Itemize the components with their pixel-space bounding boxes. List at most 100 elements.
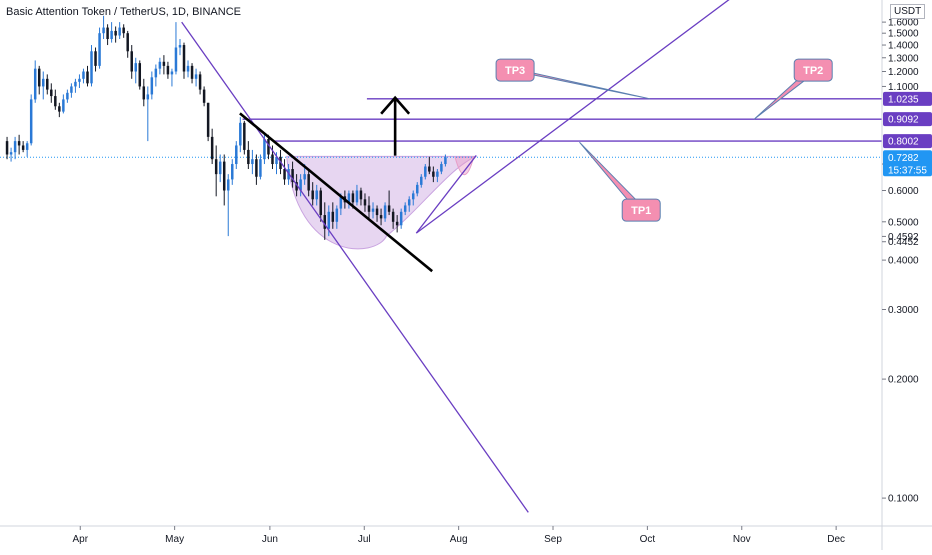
candle-body — [379, 215, 383, 219]
candle-body — [226, 179, 230, 191]
trend-lines-layer — [181, 0, 730, 513]
candle-body — [74, 81, 77, 87]
candle-body — [235, 145, 238, 165]
candle-body — [82, 71, 85, 79]
price-tag-label: 0.8002 — [888, 137, 919, 148]
candle-body — [90, 51, 93, 84]
candle-body — [363, 199, 367, 206]
price-axis-layer: 0.10000.20000.30000.40000.50000.60000.70… — [881, 0, 932, 550]
candle-body — [122, 27, 125, 34]
candle-body — [194, 74, 198, 79]
candle-body — [186, 65, 190, 72]
currency-badge[interactable]: USDT — [890, 4, 926, 19]
handle-shape — [454, 156, 475, 176]
price-tick-label: 1.2000 — [888, 67, 919, 78]
candle-body — [303, 174, 306, 180]
candle-body — [110, 30, 113, 40]
price-tick-label: 1.3000 — [888, 53, 919, 64]
trend-line — [181, 21, 529, 513]
price-tick-label: 1.5000 — [888, 29, 919, 40]
candle-body — [170, 71, 174, 75]
candle-body — [78, 78, 81, 82]
price-tick-label: 0.6000 — [888, 186, 919, 197]
candle-body — [25, 143, 29, 150]
candle-body — [66, 92, 69, 100]
arrow-head — [380, 95, 411, 115]
candle-body — [29, 99, 33, 144]
candle-body — [138, 63, 142, 87]
candle-body — [218, 161, 222, 175]
candle-body — [420, 176, 423, 185]
candle-body — [178, 45, 182, 48]
candle-body — [283, 169, 286, 180]
time-tick-label: Jul — [358, 534, 371, 545]
candle-body — [174, 47, 178, 72]
candle-body — [202, 89, 206, 103]
price-tick-label: 1.1000 — [888, 82, 919, 93]
candle-body — [146, 94, 150, 100]
candle-body — [355, 190, 359, 203]
candle-body — [255, 159, 258, 177]
candle-body — [291, 169, 294, 183]
candle-body — [214, 159, 218, 175]
trend-line — [415, 155, 477, 234]
candle-body — [222, 161, 226, 191]
time-tick-label: Jun — [262, 534, 278, 545]
candle-body — [399, 211, 403, 226]
time-tick-label: Aug — [450, 534, 468, 545]
price-tag-label: 1.0235 — [888, 94, 919, 105]
candle-body — [335, 208, 339, 222]
candle-body — [416, 184, 419, 194]
horizontal-levels-layer — [0, 98, 882, 158]
candle-body — [259, 159, 262, 177]
candle-body — [114, 30, 117, 36]
candle-body — [243, 122, 246, 150]
target-box — [621, 198, 661, 222]
price-tag — [883, 112, 932, 127]
candle-body — [98, 33, 101, 66]
candle-body — [444, 157, 447, 165]
target-label: TP1 — [631, 205, 651, 217]
candle-body — [347, 193, 351, 203]
target-box — [495, 58, 535, 82]
candle-body — [198, 74, 202, 90]
candle-body — [13, 141, 17, 153]
candle-body — [367, 205, 371, 212]
candle-body — [94, 51, 97, 66]
target-label: TP2 — [803, 65, 823, 77]
candle-body — [295, 182, 298, 191]
candle-body — [154, 68, 158, 78]
candle-body — [54, 96, 57, 107]
price-tick-label: 0.3000 — [888, 305, 919, 316]
target-box — [793, 58, 833, 82]
candle-body — [271, 154, 274, 165]
time-axis-layer: Apr May Jun Jul Aug Sep Oct Nov Dec — [0, 525, 932, 545]
price-tag-label: 0.7282 — [888, 153, 919, 164]
candle-body — [371, 208, 375, 212]
candle-body — [70, 86, 73, 93]
candle-body — [275, 156, 278, 165]
candle-body — [206, 102, 210, 137]
time-tick-label: Oct — [640, 534, 656, 545]
candle-body — [351, 193, 355, 203]
time-tick-label: Nov — [733, 534, 751, 545]
price-tick-label: 0.4000 — [888, 256, 919, 267]
price-tick-label: 0.1000 — [888, 494, 919, 505]
price-tag — [883, 91, 932, 106]
candle-body — [231, 164, 234, 180]
cup-pattern-layer — [286, 155, 477, 250]
candle-body — [323, 215, 327, 229]
candle-body — [5, 141, 9, 155]
candle-body — [411, 193, 415, 200]
candle-body — [102, 27, 105, 34]
candle-body — [150, 77, 154, 95]
candle-body — [37, 68, 41, 87]
trend-line — [415, 0, 730, 234]
candle-body — [428, 166, 431, 172]
candle-body — [440, 164, 443, 172]
candle-body — [239, 122, 242, 146]
candle-body — [142, 86, 146, 100]
candle-body — [432, 171, 435, 177]
